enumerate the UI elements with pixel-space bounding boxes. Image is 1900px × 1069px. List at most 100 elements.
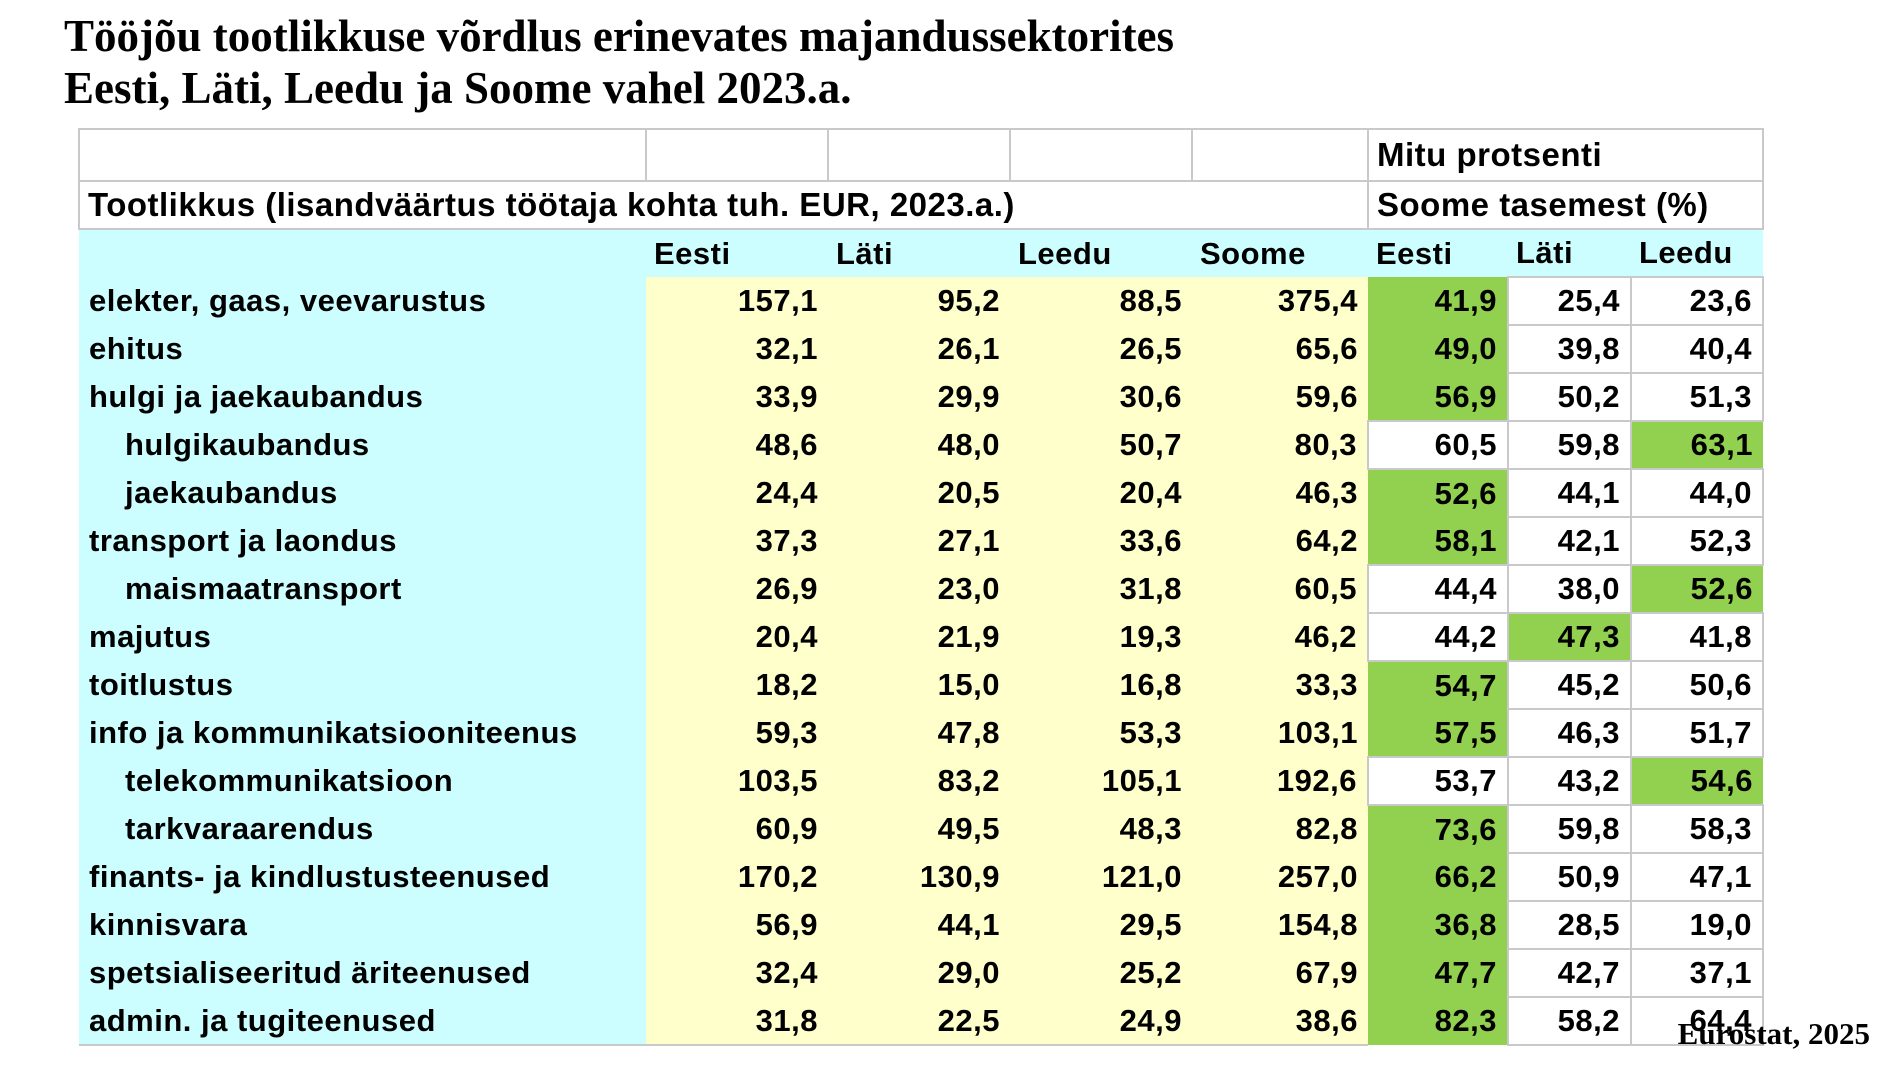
percent-value: 43,2	[1507, 756, 1632, 806]
percent-value-highlighted: 47,3	[1508, 613, 1631, 661]
percent-value: 45,2	[1507, 660, 1632, 710]
percent-value-highlighted: 82,3	[1368, 997, 1508, 1045]
percent-value: 46,3	[1507, 708, 1632, 758]
empty-header-cell	[1191, 128, 1369, 182]
table-row: hulgikaubandus 48,6 48,0 50,7 80,3 60,5 59,8 63…	[79, 420, 1763, 470]
percent-value: 42,7	[1507, 948, 1632, 998]
percent-value: 53,7	[1367, 756, 1509, 806]
table-row: majutus 20,4 21,9 19,3 46,2 44,2 47,3 41,8	[79, 612, 1764, 662]
percent-value: 41,8	[1630, 612, 1764, 662]
sector-name: hulgi ja jaekaubandus	[79, 373, 646, 421]
percent-value-highlighted: 41,9	[1368, 277, 1508, 325]
percent-value: 38,0	[1507, 564, 1632, 614]
percent-value-highlighted: 52,6	[1368, 469, 1508, 517]
productivity-value: 20,4	[1010, 469, 1192, 517]
productivity-value: 105,1	[1010, 757, 1192, 805]
productivity-value: 83,2	[828, 757, 1010, 805]
productivity-value: 82,8	[1192, 805, 1368, 853]
productivity-section-title: Tootlikkus (lisandväärtus töötaja kohta …	[78, 180, 1369, 230]
percent-value-highlighted: 54,7	[1368, 661, 1508, 709]
sector-name: elekter, gaas, veevarustus	[79, 277, 646, 325]
percent-value-highlighted: 54,6	[1631, 757, 1763, 805]
sector-name: hulgikaubandus	[79, 421, 646, 469]
productivity-value: 23,0	[828, 565, 1010, 613]
percent-value: 19,0	[1630, 900, 1764, 950]
productivity-value: 48,3	[1010, 805, 1192, 853]
productivity-value: 29,9	[828, 373, 1010, 421]
percent-value-highlighted: 47,7	[1368, 949, 1508, 997]
productivity-value: 103,5	[646, 757, 828, 805]
sector-name: kinnisvara	[79, 901, 646, 949]
table-row: jaekaubandus 24,4 20,5 20,4 46,3 52,6 44,1 44,0	[79, 468, 1764, 518]
sector-name: telekommunikatsioon	[79, 757, 646, 805]
table-row: info ja kommunikatsiooniteenus 59,3 47,8 53…	[79, 708, 1764, 758]
empty-corner-cell	[79, 229, 646, 277]
sector-name: jaekaubandus	[79, 469, 646, 517]
productivity-value: 375,4	[1192, 277, 1368, 325]
percent-section-title-line2: Soome tasemest (%)	[1367, 180, 1764, 230]
productivity-value: 49,5	[828, 805, 1010, 853]
productivity-value: 103,1	[1192, 709, 1368, 757]
productivity-value: 121,0	[1010, 853, 1192, 901]
source-note: Eurostat, 2025	[1677, 1016, 1870, 1051]
sector-name: maismaatransport	[79, 565, 646, 613]
productivity-value: 21,9	[828, 613, 1010, 661]
sector-name: admin. ja tugiteenused	[79, 997, 646, 1046]
percent-value: 58,2	[1507, 996, 1632, 1046]
productivity-value: 44,1	[828, 901, 1010, 949]
productivity-value: 80,3	[1192, 421, 1368, 469]
percent-value: 52,3	[1630, 516, 1764, 566]
table-row: hulgi ja jaekaubandus 33,9 29,9 30,6 59,6 56,…	[79, 372, 1764, 422]
percent-value: 64,4	[1630, 996, 1764, 1046]
table-row: maismaatransport 26,9 23,0 31,8 60,5 44,4 38,0…	[79, 564, 1763, 614]
empty-header-cell	[827, 128, 1011, 182]
empty-header-cell	[78, 128, 647, 182]
productivity-value: 29,5	[1010, 901, 1192, 949]
productivity-value: 27,1	[828, 517, 1010, 565]
sector-name: tarkvaraarendus	[79, 805, 646, 853]
productivity-value: 24,4	[646, 469, 828, 517]
percent-value-highlighted: 36,8	[1368, 901, 1508, 949]
percent-value: 40,4	[1630, 324, 1764, 374]
table-row: toitlustus 18,2 15,0 16,8 33,3 54,7 45,2 50,6	[79, 660, 1764, 710]
productivity-value: 26,1	[828, 325, 1010, 373]
percent-value: 39,8	[1507, 324, 1632, 374]
productivity-value: 16,8	[1010, 661, 1192, 709]
percent-value: 42,1	[1507, 516, 1632, 566]
productivity-value: 24,9	[1010, 997, 1192, 1046]
productivity-value: 22,5	[828, 997, 1010, 1046]
sector-name: finants- ja kindlustusteenused	[79, 853, 646, 901]
table-header-row-2: Tootlikkus (lisandväärtus töötaja kohta …	[78, 180, 1764, 230]
productivity-value: 37,3	[646, 517, 828, 565]
productivity-value: 15,0	[828, 661, 1010, 709]
column-header-pct-lati: Läti	[1508, 229, 1631, 277]
table-row: transport ja laondus 37,3 27,1 33,6 64,2 58,1…	[79, 516, 1764, 566]
productivity-value: 29,0	[828, 949, 1010, 997]
productivity-value: 20,4	[646, 613, 828, 661]
percent-value: 58,3	[1630, 804, 1764, 854]
percent-section-title-line1: Mitu protsenti	[1367, 128, 1764, 182]
page-title-line1: Tööjõu tootlikkuse võrdlus erinevates ma…	[64, 11, 1175, 61]
productivity-value: 59,6	[1192, 373, 1368, 421]
productivity-value: 48,0	[828, 421, 1010, 469]
productivity-table: Mitu protsenti Tootlikkus (lisandväärtus…	[78, 128, 1764, 1046]
productivity-value: 60,9	[646, 805, 828, 853]
productivity-value: 95,2	[828, 277, 1010, 325]
sector-name: toitlustus	[79, 661, 646, 709]
percent-value: 23,6	[1630, 276, 1764, 326]
productivity-value: 33,9	[646, 373, 828, 421]
sector-name: majutus	[79, 613, 646, 661]
table-row: finants- ja kindlustusteenused 170,2 130,9…	[79, 852, 1764, 902]
percent-value: 44,0	[1630, 468, 1764, 518]
percent-value: 59,8	[1507, 420, 1632, 470]
empty-header-cell	[1009, 128, 1193, 182]
empty-header-cell	[645, 128, 829, 182]
productivity-value: 170,2	[646, 853, 828, 901]
productivity-value: 25,2	[1010, 949, 1192, 997]
productivity-value: 31,8	[1010, 565, 1192, 613]
productivity-value: 33,3	[1192, 661, 1368, 709]
productivity-value: 56,9	[646, 901, 828, 949]
productivity-value: 30,6	[1010, 373, 1192, 421]
productivity-value: 130,9	[828, 853, 1010, 901]
